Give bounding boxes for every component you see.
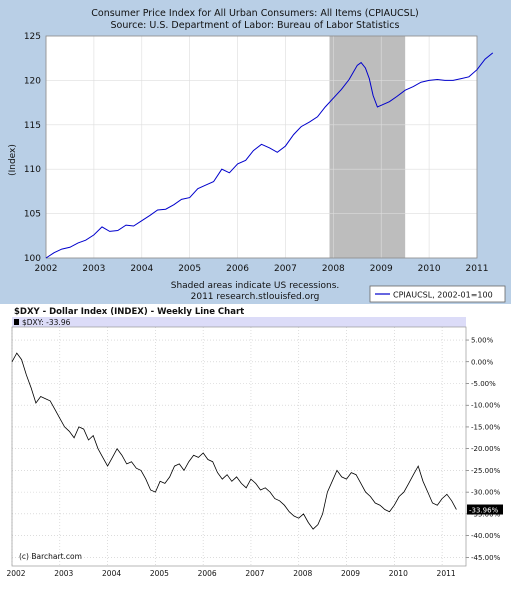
dxy-x-tick-label: 2010 [389,569,408,578]
dxy-x-tick-label: 2006 [198,569,217,578]
cpi-y-tick-label: 100 [24,254,41,264]
dxy-x-tick-label: 2011 [437,569,456,578]
dxy-x-tick-label: 2005 [150,569,169,578]
dxy-y-tick-label: -15.00% [471,423,501,431]
dxy-y-tick-label: -5.00% [471,380,496,388]
cpi-x-tick-label: 2004 [130,264,153,274]
dxy-x-tick-label: 2009 [341,569,360,578]
cpi-x-tick-label: 2002 [35,264,58,274]
dxy-y-tick-label: -10.00% [471,402,501,410]
cpi-footer-source: 2011 research.stlouisfed.org [191,292,320,302]
cpi-x-tick-label: 2009 [370,264,393,274]
dxy-y-tick-label: 0.00% [471,358,494,366]
cpi-series-line [45,52,494,259]
cpi-y-tick-label: 105 [24,210,41,220]
cpi-x-tick-label: 2005 [178,264,201,274]
dxy-y-tick-label: -40.00% [471,532,501,540]
cpi-x-tick-label: 2007 [274,264,297,274]
dxy-x-tick-label: 2003 [54,569,73,578]
cpi-x-tick-label: 2011 [466,264,489,274]
dxy-y-tick-label: -25.00% [471,467,501,475]
cpi-chart-subtitle: Source: U.S. Department of Labor: Bureau… [111,20,400,31]
cpi-x-tick-label: 2003 [82,264,105,274]
cpi-x-tick-label: 2010 [418,264,441,274]
dxy-chart-title: $DXY - Dollar Index (INDEX) - Weekly Lin… [14,307,244,317]
dxy-x-tick-label: 2008 [293,569,312,578]
cpi-recession-shade [329,36,406,258]
dxy-y-tick-label: -30.00% [471,489,501,497]
cpi-chart-title: Consumer Price Index for All Urban Consu… [91,8,418,19]
dxy-current-value-badge [467,504,503,515]
cpi-x-tick-label: 2008 [322,264,345,274]
cpi-y-axis-label: (Index) [8,144,18,176]
dxy-y-tick-label: -45.00% [471,554,501,562]
dxy-header-band [12,317,466,327]
cpi-y-tick-label: 115 [24,121,41,131]
dxy-chart: $DXY - Dollar Index (INDEX) - Weekly Lin… [0,304,511,595]
dxy-plot-frame [11,326,467,567]
cpi-footer-recessions: Shaded areas indicate US recessions. [171,281,340,291]
cpi-y-tick-label: 125 [24,32,41,42]
cpi-y-tick-label: 110 [24,165,41,175]
dxy-x-tick-label: 2002 [6,569,25,578]
dxy-plot-area: 2002 2003 2004 2005 2006 2007 2008 2009 2010 2011… [6,326,503,578]
dxy-credit: (c) Barchart.com [19,552,82,561]
dxy-series-line [11,352,457,530]
cpi-legend-box [369,285,506,303]
dxy-chart-background [0,304,511,595]
dxy-y-tick-label: 5.00% [471,337,494,345]
dxy-x-tick-label: 2004 [102,569,121,578]
cpi-y-tick-label: 120 [24,76,41,86]
dxy-x-tick-label: 2007 [245,569,264,578]
cpi-legend: CPIAUCSL, 2002-01=100 [369,285,506,303]
dxy-legend-swatch [14,319,19,325]
cpi-plot-frame [45,35,478,259]
dxy-legend-label: $DXY: -33.96 [22,318,71,327]
cpi-legend-label: CPIAUCSL, 2002-01=100 [393,291,493,300]
cpi-chart: Consumer Price Index for All Urban Consu… [0,0,511,304]
dxy-current-value-label: -33.96% [469,507,499,515]
cpi-plot-area: 2002 2003 2004 2005 2006 2007 2008 2009 2010 2011… [24,32,494,274]
dxy-y-tick-label: -20.00% [471,445,501,453]
cpi-plot-background [46,36,477,258]
cpi-x-tick-label: 2006 [226,264,249,274]
